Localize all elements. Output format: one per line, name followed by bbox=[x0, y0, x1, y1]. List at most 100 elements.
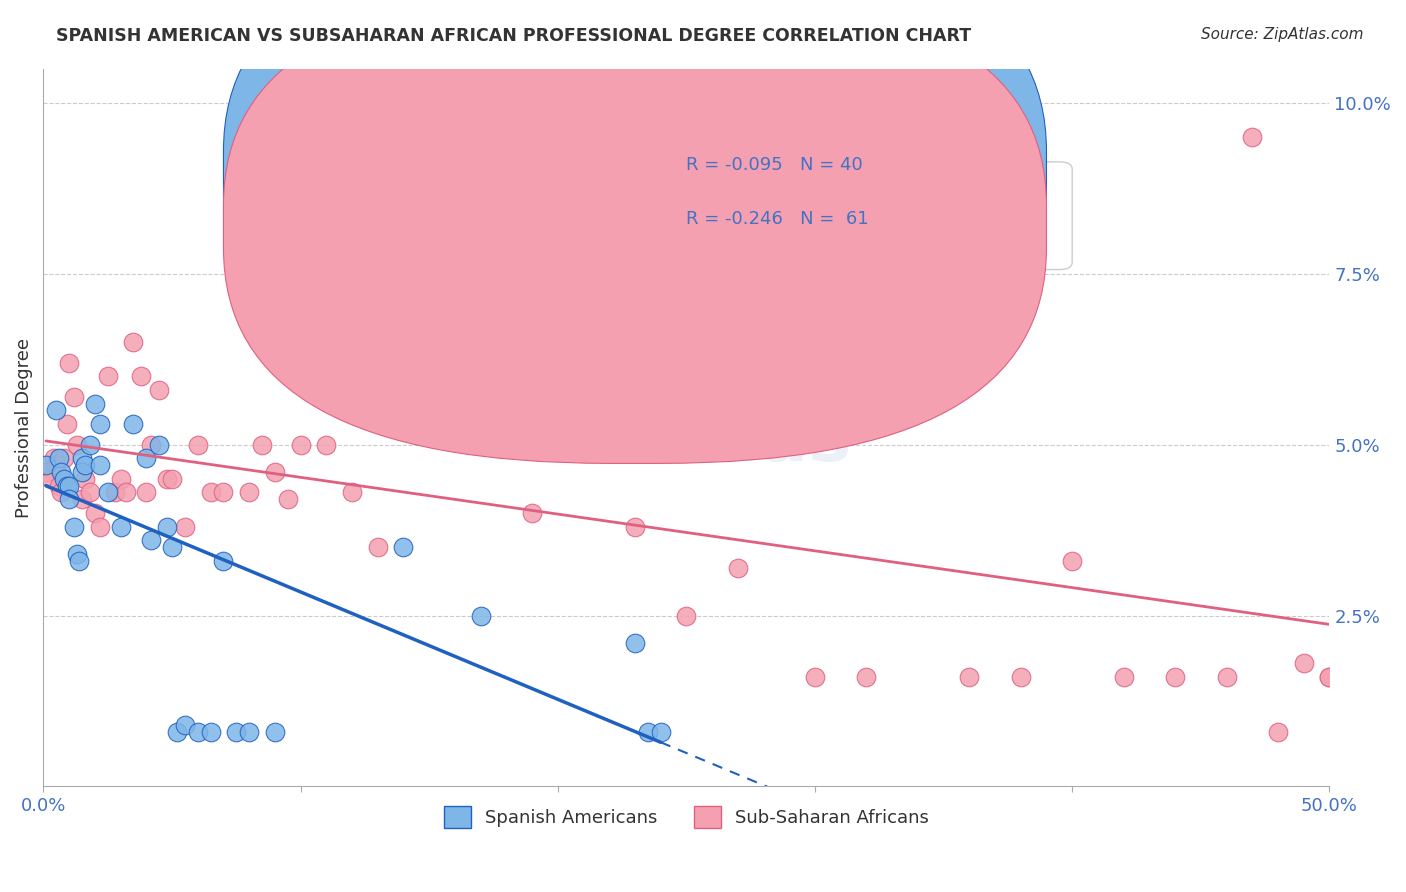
Point bbox=[624, 519, 647, 533]
Point bbox=[148, 383, 170, 397]
Point bbox=[70, 451, 93, 466]
Point bbox=[1267, 724, 1289, 739]
Point bbox=[418, 369, 440, 384]
Point bbox=[79, 437, 101, 451]
Point bbox=[141, 437, 163, 451]
Point bbox=[73, 472, 96, 486]
Point bbox=[166, 724, 188, 739]
Point bbox=[51, 465, 73, 479]
Point bbox=[58, 355, 80, 369]
FancyBboxPatch shape bbox=[224, 0, 1046, 409]
Point bbox=[238, 724, 260, 739]
Point bbox=[114, 485, 136, 500]
Point bbox=[907, 287, 929, 301]
Point bbox=[89, 458, 111, 472]
Point bbox=[89, 519, 111, 533]
Point bbox=[187, 437, 209, 451]
Point bbox=[1241, 129, 1264, 144]
Point bbox=[315, 437, 337, 451]
Point bbox=[290, 437, 312, 451]
Point bbox=[250, 287, 273, 301]
Point bbox=[122, 417, 145, 431]
Point bbox=[1010, 670, 1032, 684]
Point bbox=[238, 485, 260, 500]
Point bbox=[1112, 670, 1135, 684]
Text: R = -0.095   N = 40: R = -0.095 N = 40 bbox=[686, 156, 863, 175]
Point bbox=[1062, 554, 1084, 568]
FancyBboxPatch shape bbox=[224, 0, 1046, 464]
Point bbox=[173, 519, 195, 533]
Point bbox=[1292, 657, 1315, 671]
Point bbox=[470, 369, 492, 384]
Point bbox=[212, 554, 235, 568]
Point bbox=[1215, 670, 1237, 684]
Y-axis label: Professional Degree: Professional Degree bbox=[15, 337, 32, 517]
Point bbox=[855, 670, 877, 684]
Point bbox=[48, 478, 70, 492]
Point bbox=[110, 472, 132, 486]
Point bbox=[160, 472, 183, 486]
Text: SPANISH AMERICAN VS SUBSAHARAN AFRICAN PROFESSIONAL DEGREE CORRELATION CHART: SPANISH AMERICAN VS SUBSAHARAN AFRICAN P… bbox=[56, 27, 972, 45]
Point bbox=[66, 437, 89, 451]
Point bbox=[156, 519, 179, 533]
Point bbox=[122, 334, 145, 349]
Point bbox=[39, 472, 62, 486]
Point bbox=[187, 724, 209, 739]
Point bbox=[340, 485, 363, 500]
Point bbox=[73, 458, 96, 472]
FancyBboxPatch shape bbox=[583, 161, 1073, 269]
Point bbox=[45, 458, 67, 472]
Point bbox=[392, 334, 415, 349]
Point bbox=[104, 485, 127, 500]
Text: ZIPatlas: ZIPatlas bbox=[522, 408, 852, 476]
Point bbox=[63, 390, 86, 404]
Point bbox=[55, 478, 77, 492]
Text: Source: ZipAtlas.com: Source: ZipAtlas.com bbox=[1201, 27, 1364, 42]
Point bbox=[67, 554, 90, 568]
Point bbox=[225, 724, 247, 739]
Point bbox=[624, 636, 647, 650]
Point bbox=[160, 540, 183, 554]
Point bbox=[367, 540, 389, 554]
Point bbox=[264, 724, 287, 739]
Point bbox=[957, 670, 980, 684]
Point bbox=[135, 485, 157, 500]
Point bbox=[79, 485, 101, 500]
Point bbox=[804, 670, 827, 684]
Point bbox=[650, 724, 672, 739]
Point bbox=[250, 437, 273, 451]
Point bbox=[58, 478, 80, 492]
Point bbox=[727, 560, 749, 574]
Point bbox=[35, 465, 58, 479]
Point bbox=[392, 540, 415, 554]
Point bbox=[70, 465, 93, 479]
Point bbox=[110, 519, 132, 533]
Point bbox=[200, 724, 222, 739]
Point bbox=[97, 485, 120, 500]
Point bbox=[48, 451, 70, 466]
Point bbox=[55, 417, 77, 431]
Point bbox=[89, 417, 111, 431]
Point bbox=[148, 437, 170, 451]
Point bbox=[675, 608, 697, 623]
Point bbox=[1319, 670, 1341, 684]
Point bbox=[200, 485, 222, 500]
Point bbox=[156, 472, 179, 486]
Point bbox=[637, 724, 659, 739]
Point bbox=[572, 334, 595, 349]
Point bbox=[1319, 670, 1341, 684]
Point bbox=[51, 485, 73, 500]
Point bbox=[58, 492, 80, 507]
Point bbox=[141, 533, 163, 548]
Point bbox=[53, 472, 76, 486]
Point bbox=[277, 492, 299, 507]
Point bbox=[66, 547, 89, 561]
Point bbox=[520, 506, 543, 520]
Point bbox=[97, 369, 120, 384]
Legend: Spanish Americans, Sub-Saharan Africans: Spanish Americans, Sub-Saharan Africans bbox=[436, 798, 936, 835]
Point bbox=[173, 718, 195, 732]
Point bbox=[135, 451, 157, 466]
Point bbox=[212, 485, 235, 500]
Point bbox=[70, 492, 93, 507]
Point bbox=[470, 608, 492, 623]
